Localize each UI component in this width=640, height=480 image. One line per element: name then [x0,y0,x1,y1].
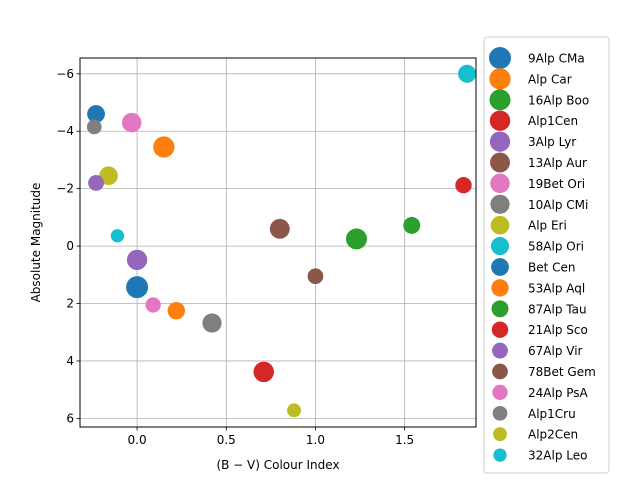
legend-marker [489,110,511,131]
legend-marker [491,300,509,318]
legend-marker [492,384,508,401]
legend-marker [492,363,508,380]
legend-label: 21Alp Sco [528,323,588,337]
y-tick-label: 2 [66,297,74,311]
y-axis-label: Absolute Magnitude [29,183,43,303]
legend-label: 24Alp PsA [528,386,589,400]
y-tick-label: −4 [56,124,74,138]
legend-label: 87Alp Tau [528,302,587,316]
point-alp1cru [86,119,102,135]
point-alp-eri [99,166,118,186]
legend-label: Alp1Cen [528,114,578,128]
y-tick-label: −2 [56,182,74,196]
legend-label: 3Alp Lyr [528,135,576,149]
x-tick-label: 1.5 [395,433,414,447]
legend-label: 32Alp Leo [528,449,587,463]
legend-label: 16Alp Boo [528,93,589,107]
legend-label: Alp2Cen [528,428,578,442]
legend-label: 19Bet Ori [528,177,585,191]
point-9alp-cma [126,276,149,299]
legend-marker [490,152,510,173]
legend-marker [493,427,507,442]
point-alp-car [153,136,175,158]
legend-label: Bet Cen [528,261,576,275]
point-21alp-sco [455,177,472,194]
x-tick-label: 0.5 [217,433,236,447]
legend-label: 78Bet Gem [528,365,596,379]
axis-ticks: 0.0 0.5 1.0 1.5 −6 −4 −2 0 2 4 6 [56,67,414,447]
legend-marker [490,237,510,256]
legend-marker [490,215,510,235]
y-tick-label: −6 [56,67,74,81]
legend-label: 58Alp Ori [528,240,584,254]
legend-label: 9Alp CMa [528,52,585,66]
point-58alp-ori [458,64,477,83]
point-87alp-tau [403,216,421,234]
legend-marker [489,47,511,69]
legend: 9Alp CMa Alp Car 16Alp Boo Alp1Cen 3Alp Lyr 1… [483,36,610,474]
legend-frame [483,36,610,474]
legend-marker [489,131,511,152]
legend-marker [492,405,508,421]
point-bet-cen [87,105,105,123]
plot-frame [79,57,477,428]
scatter-points [86,64,477,418]
x-tick-label: 1.0 [306,433,325,447]
point-16alp-boo [345,228,367,250]
point-24alp-psa [145,297,161,313]
point-19bet-ori [121,112,142,133]
legend-marker [491,279,509,297]
point-3alp-lyr [126,249,148,271]
legend-marker [489,68,511,90]
legend-marker [492,342,508,359]
x-axis-label: (B − V) Colour Index [216,458,339,472]
legend-marker [493,448,507,462]
legend-marker [491,321,509,338]
legend-marker [490,173,510,194]
legend-label: Alp Car [528,72,572,86]
legend-label: 67Alp Vir [528,344,583,358]
point-alp2cen [287,403,301,418]
legend-label: Alp1Cru [528,407,576,421]
legend-marker [490,194,510,214]
x-tick-label: 0.0 [128,433,147,447]
point-alp1cen [253,361,274,383]
y-tick-label: 4 [66,354,74,368]
grid [80,58,476,427]
point-67alp-vir [88,174,104,191]
point-78bet-gem [307,268,324,285]
point-10alp-cmi [202,313,222,333]
point-13alp-aur [269,218,290,239]
y-tick-label: 0 [66,239,74,253]
legend-marker [489,89,511,111]
legend-label: Alp Eri [528,219,567,233]
y-tick-label: 6 [66,411,74,425]
legend-label: 13Alp Aur [528,156,587,170]
point-32alp-leo [110,229,125,243]
legend-marker [491,258,509,276]
point-53alp-aql [167,302,186,320]
legend-label: 10Alp CMi [528,198,588,212]
legend-label: 53Alp Aql [528,281,585,295]
